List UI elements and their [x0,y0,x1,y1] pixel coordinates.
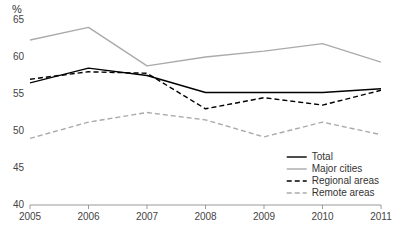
x-tick-label: 2011 [370,211,392,222]
x-tick [322,205,323,209]
x-tick [88,205,89,209]
legend: TotalMajor citiesRegional areasRemote ar… [287,151,379,198]
legend-label: Regional areas [312,175,379,186]
y-tick-label: 55 [13,88,25,99]
x-tick-label: 2008 [194,211,217,222]
y-tick-label: 50 [13,125,25,136]
series-line [30,113,381,139]
chart: 40 45 50 55 60 65% 2005 2006 2007 2008 2009 2010 201… [0,0,397,227]
y-tick-label: 45 [13,162,25,173]
series-line [30,27,381,65]
legend-swatch [287,180,307,181]
x-tick-label: 2005 [19,211,42,222]
y-tick-label: 40 [13,199,25,210]
x-tick [147,205,148,209]
legend-label: Total [312,151,333,162]
x-tick-label: 2007 [136,211,159,222]
legend-label: Major cities [312,163,363,174]
legend-swatch [287,192,307,193]
x-tick-label: 2009 [253,211,276,222]
x-tick-label: 2006 [77,211,100,222]
x-tick [381,205,382,209]
legend-swatch [287,168,307,169]
plot-lines [30,27,381,138]
legend-swatch [287,156,307,157]
x-tick [30,205,31,209]
legend-label: Remote areas [312,187,375,198]
x-tick-label: 2010 [311,211,334,222]
x-tick [264,205,265,209]
x-tick [205,205,206,209]
y-tick-label: 60 [13,51,25,62]
y-tick-label: 65 [13,14,25,25]
series-line [30,68,381,92]
y-axis-label: % [12,3,22,15]
series-line [30,72,381,109]
